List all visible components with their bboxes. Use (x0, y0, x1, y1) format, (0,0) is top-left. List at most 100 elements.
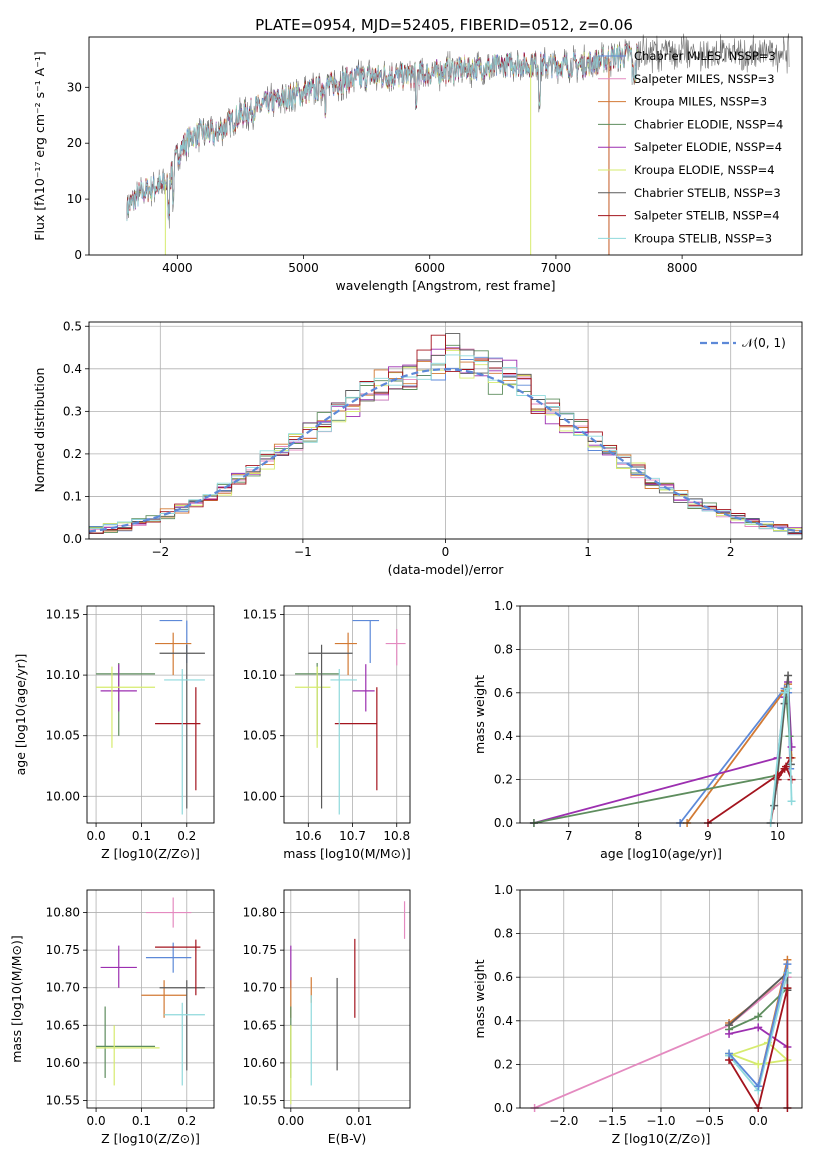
y-tick-label: 0.2 (494, 773, 513, 787)
panel-3-frame (283, 605, 411, 824)
y-tick-label: 10.65 (46, 1018, 80, 1032)
x-axis-label: Z [log10(Z/Z⊙)] (101, 1131, 200, 1146)
x-tick-label: 0.0 (87, 829, 106, 843)
x-tick-label: −1.0 (646, 1114, 675, 1128)
y-axis-label: mass weight (472, 959, 487, 1038)
x-axis-label: Z [log10(Z/Z⊙)] (101, 846, 200, 861)
x-tick-label: 10.7 (339, 829, 366, 843)
residuals-frame (88, 321, 803, 540)
legend-label: Chabrier ELODIE, NSSP=4 (634, 117, 783, 131)
y-tick-label: 0.4 (494, 1014, 513, 1028)
x-tick-label: −1.5 (598, 1114, 627, 1128)
weight-point-marker (725, 1029, 734, 1038)
x-tick-label: 0.01 (346, 1114, 373, 1128)
x-tick-label: 7000 (541, 261, 572, 275)
y-tick-label: 10.80 (243, 906, 277, 920)
y-axis-label: mass weight (472, 675, 487, 754)
x-tick-label: 0.2 (177, 829, 196, 843)
y-tick-label: 0.1 (63, 489, 82, 503)
x-tick-label: 2 (727, 545, 735, 559)
weight-series-line (533, 692, 791, 824)
legend-label: Chabrier STELIB, NSSP=3 (634, 186, 781, 200)
x-tick-label: 0.1 (132, 1114, 151, 1128)
spectrum-series-line (126, 44, 638, 222)
x-axis-label: Z [log10(Z/Z⊙)] (612, 1131, 711, 1146)
y-tick-label: 10.15 (243, 607, 277, 621)
y-axis-label: Flux [fλ10⁻¹⁷ erg cm⁻² s⁻¹ A⁻¹] (32, 51, 47, 240)
legend-label: Kroupa STELIB, NSSP=3 (634, 231, 772, 245)
x-tick-label: 7 (565, 829, 573, 843)
x-tick-label: 0 (442, 545, 450, 559)
legend-label: Salpeter MILES, NSSP=3 (634, 72, 775, 86)
weight-point-marker (781, 762, 790, 771)
x-tick-label: 10 (770, 829, 785, 843)
panel-5-frame (86, 889, 215, 1109)
weight-point-marker (787, 797, 796, 806)
y-tick-label: 10.70 (46, 981, 80, 995)
weight-point-marker (784, 671, 793, 680)
y-tick-label: 10.75 (243, 943, 277, 957)
y-axis-label: Normed distribution (32, 368, 47, 493)
x-tick-label: 0.0 (749, 1114, 768, 1128)
x-axis-label: age [log10(age/yr)] (600, 846, 722, 861)
panel-7-frame (519, 889, 803, 1109)
x-tick-label: −2 (151, 545, 169, 559)
weight-point-marker (725, 1049, 734, 1058)
y-tick-label: 10.70 (243, 981, 277, 995)
y-tick-label: 10.10 (46, 668, 80, 682)
y-tick-label: 10.65 (243, 1018, 277, 1032)
legend-label: 𝒩(0, 1) (742, 336, 786, 350)
y-tick-label: 0.2 (63, 447, 82, 461)
weight-point-marker (754, 1060, 763, 1069)
y-tick-label: 10.80 (46, 906, 80, 920)
weight-point-marker (754, 1023, 763, 1032)
legend-label: Salpeter ELODIE, NSSP=4 (634, 140, 782, 154)
x-tick-label: 0.2 (177, 1114, 196, 1128)
x-tick-label: 1 (584, 545, 592, 559)
figure-title: PLATE=0954, MJD=52405, FIBERID=0512, z=0… (255, 16, 633, 34)
x-tick-label: 8000 (667, 261, 698, 275)
y-tick-label: 10.55 (243, 1093, 277, 1107)
legend-label: Chabrier MILES, NSSP=3 (634, 49, 776, 63)
y-tick-label: 10.10 (243, 668, 277, 682)
y-tick-label: 0.0 (494, 816, 513, 830)
x-tick-label: 10.6 (295, 829, 322, 843)
panel-6-frame (283, 889, 411, 1109)
y-tick-label: 0.6 (494, 970, 513, 984)
y-tick-label: 20 (67, 136, 82, 150)
x-axis-label: mass [log10(M/M⊙)] (283, 846, 411, 861)
weight-point-marker (754, 1012, 763, 1021)
weight-point-marker (783, 960, 792, 969)
y-axis-label: age [log10(age/yr)] (13, 654, 28, 776)
weight-point-marker (754, 1082, 763, 1091)
gaussian-curve (88, 368, 803, 533)
weight-point-marker (783, 984, 792, 993)
y-tick-label: 1.0 (494, 599, 513, 613)
weight-point-marker (787, 743, 796, 752)
x-tick-label: 0.1 (132, 829, 151, 843)
y-tick-label: 0.0 (63, 532, 82, 546)
y-tick-label: 10.00 (243, 789, 277, 803)
legend-label: Salpeter STELIB, NSSP=4 (634, 209, 780, 223)
y-tick-label: 30 (67, 80, 82, 94)
y-axis-label: mass [log10(M/M⊙)] (9, 935, 24, 1063)
weight-point-marker (784, 684, 793, 693)
x-tick-label: 0.0 (87, 1114, 106, 1128)
x-tick-label: −2.0 (549, 1114, 578, 1128)
y-tick-label: 10.55 (46, 1093, 80, 1107)
x-axis-label: E(B-V) (328, 1131, 367, 1146)
x-tick-label: −1 (294, 545, 312, 559)
x-axis-label: wavelength [Angstrom, rest frame] (335, 278, 555, 293)
y-tick-label: 0 (74, 248, 82, 262)
y-tick-label: 10.60 (243, 1056, 277, 1070)
y-tick-label: 1.0 (494, 883, 513, 897)
panel-2-frame (86, 605, 215, 824)
x-tick-label: 0.00 (277, 1114, 304, 1128)
weight-point-marker (770, 801, 779, 810)
y-tick-label: 10.60 (46, 1056, 80, 1070)
legend-label: Kroupa ELODIE, NSSP=4 (634, 163, 775, 177)
y-tick-label: 0.8 (494, 927, 513, 941)
weight-series-line (533, 681, 793, 824)
